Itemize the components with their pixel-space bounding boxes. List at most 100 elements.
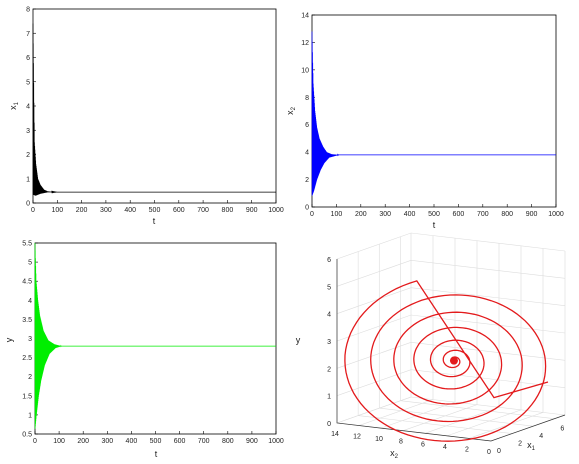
x2tick-label: 2 — [465, 446, 469, 453]
ztick-label: 0 — [327, 421, 331, 428]
xtick-label: 400 — [126, 438, 138, 445]
x2tick-label: 14 — [331, 431, 339, 438]
x1tick-label: 0 — [497, 448, 501, 455]
xtick-label: 900 — [246, 438, 258, 445]
phase3d-grid — [336, 232, 566, 442]
grid-line — [336, 259, 492, 442]
xtick-label: 700 — [477, 211, 489, 218]
xtick-label: 800 — [222, 207, 234, 214]
ytick-label: 6 — [26, 55, 30, 62]
grid-line — [380, 238, 456, 429]
ytick-label: 5.5 — [22, 241, 32, 248]
xtick-label: 1000 — [548, 211, 564, 218]
ytick-label: 4 — [26, 104, 30, 111]
equilibrium-point — [449, 356, 458, 365]
xtick-label: 200 — [355, 211, 367, 218]
grid-line — [446, 245, 522, 437]
ytick-label: 2 — [305, 177, 309, 184]
xtick-label: 300 — [379, 211, 391, 218]
plot-y-ylabel: y — [4, 337, 14, 342]
xtick-label: 100 — [51, 207, 63, 214]
ztick-label: 4 — [327, 312, 331, 319]
grid-line — [336, 396, 566, 424]
xtick-label: 700 — [198, 438, 210, 445]
grid-line — [468, 248, 544, 439]
plot-x1-xlabel: t — [153, 216, 156, 226]
plot-x2-ylabel: x2 — [285, 106, 297, 115]
xtick-label: 600 — [173, 207, 185, 214]
x2tick-label: 4 — [443, 444, 447, 451]
xtick-label: 200 — [77, 438, 89, 445]
ytick-label: 2 — [28, 374, 32, 381]
ztick-label: 3 — [327, 339, 331, 346]
ytick-label: 10 — [301, 67, 309, 74]
xtick-label: 600 — [174, 438, 186, 445]
ytick-label: 8 — [305, 95, 309, 102]
plot-x2: 0 100 200 300 400 500 600 700 800 900 1000 0 2 4 6 8 10 1… — [285, 13, 564, 231]
grid-line — [336, 233, 412, 424]
ytick-label: 0.5 — [22, 432, 32, 439]
xtick-label: 400 — [124, 207, 136, 214]
x2tick-label: 6 — [421, 441, 425, 448]
ytick-label: 3 — [26, 128, 30, 135]
ztick-label: 2 — [327, 366, 331, 373]
x2tick-label: 8 — [399, 439, 403, 446]
ytick-label: 0 — [305, 205, 309, 212]
ytick-label: 12 — [301, 40, 309, 47]
x1tick-label: 6 — [560, 426, 564, 433]
grid-line — [336, 232, 566, 260]
axis-edge — [336, 259, 566, 442]
xtick-label: 800 — [222, 438, 234, 445]
phase3d-ylabel: x1 — [527, 440, 536, 452]
grid-line — [336, 260, 566, 287]
plot-x1: 0 100 200 300 400 500 600 700 800 900 1000 0 1 2 3 4 5 6 7… — [8, 7, 284, 227]
ytick-label: 5 — [26, 79, 30, 86]
ytick-label: 14 — [301, 13, 309, 20]
grid-line — [357, 251, 513, 434]
plot-x1-ylabel: x1 — [8, 101, 20, 110]
xtick-label: 0 — [310, 211, 314, 218]
xtick-label: 700 — [197, 207, 209, 214]
xtick-label: 100 — [53, 438, 65, 445]
series-x1-line — [32, 23, 276, 196]
x2tick-label: 12 — [353, 434, 361, 441]
ytick-label: 1 — [26, 176, 30, 183]
series-y-line — [34, 242, 276, 429]
ytick-label: 4 — [305, 150, 309, 157]
plot-y-frame — [34, 242, 277, 435]
grid-line — [400, 236, 555, 420]
ztick-label: 5 — [327, 284, 331, 291]
x1tick-label: 2 — [518, 441, 522, 448]
ytick-label: 6 — [305, 122, 309, 129]
plot-y-xlabel: t — [155, 449, 158, 459]
plot-x2-xlabel: t — [433, 220, 436, 230]
series-x2-line — [311, 31, 556, 196]
xtick-label: 1000 — [268, 438, 284, 445]
grid-line — [358, 235, 434, 426]
xtick-label: 0 — [31, 207, 35, 214]
xtick-label: 500 — [150, 438, 162, 445]
ytick-label: 1.5 — [22, 393, 32, 400]
ytick-label: 5 — [28, 260, 32, 267]
x2tick-label: 10 — [375, 436, 383, 443]
phase3d-zlabel: y — [296, 335, 301, 345]
xtick-label: 200 — [76, 207, 88, 214]
xtick-label: 1000 — [268, 207, 284, 214]
series-phase3d-line — [344, 280, 549, 442]
grid-line — [424, 243, 500, 434]
xtick-label: 400 — [404, 211, 416, 218]
plot-y: 0 100 200 300 400 500 600 700 800 900 1000 0.5 1 1.5 2… — [4, 241, 284, 460]
phase3d-xlabel: x2 — [390, 448, 399, 460]
ytick-label: 2 — [26, 152, 30, 159]
ytick-label: 8 — [26, 7, 30, 14]
ytick-label: 4.5 — [22, 279, 32, 286]
xtick-label: 900 — [246, 207, 258, 214]
grid-line — [402, 240, 478, 431]
x2tick-label: 0 — [487, 449, 491, 456]
ytick-label: 7 — [26, 31, 30, 38]
plot-x2-frame — [311, 14, 557, 208]
grid-line — [336, 287, 566, 314]
